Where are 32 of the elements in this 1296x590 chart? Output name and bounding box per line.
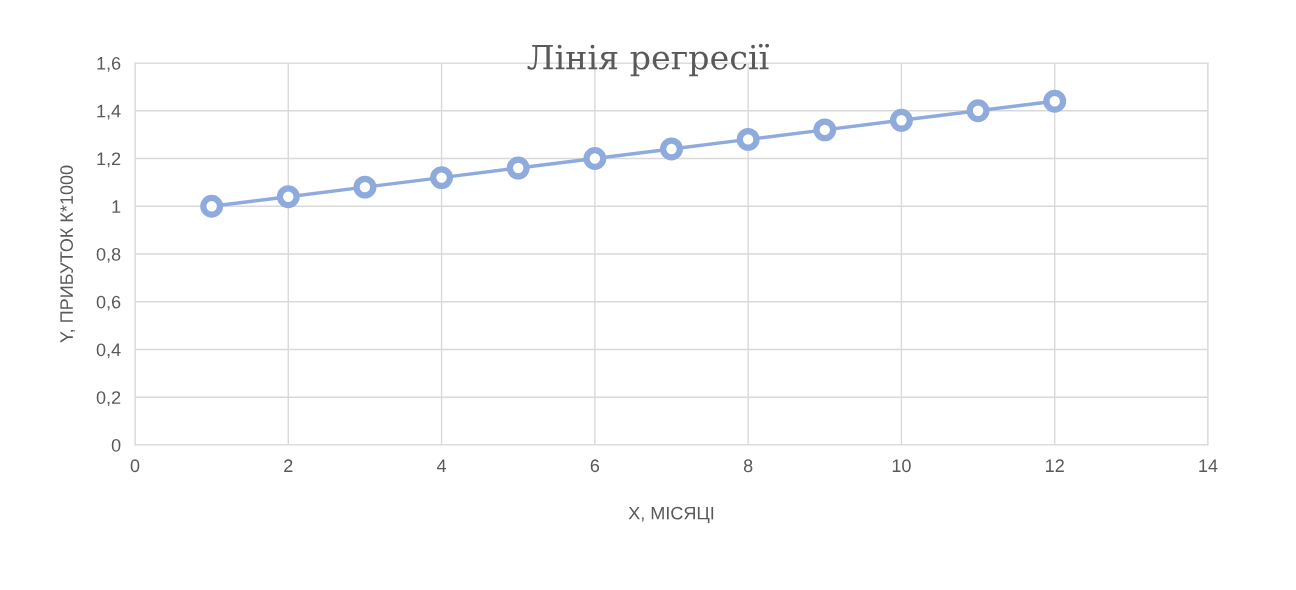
point <box>506 156 530 180</box>
x-tick-label: 10 <box>892 459 911 473</box>
point <box>813 118 837 142</box>
x-tick-label: 12 <box>1046 459 1064 472</box>
y-tick-label: 0,4 <box>96 343 121 359</box>
y-tick-label: 0,6 <box>96 295 121 311</box>
point <box>1043 89 1067 113</box>
y-tick-label: 1 <box>112 200 121 213</box>
point <box>966 99 990 123</box>
x-axis-title: X, МІСЯЦІ <box>628 506 714 523</box>
y-axis-title: Y, ПРИБУТОК К*1000 <box>60 165 76 343</box>
y-tick-label: 1,4 <box>97 104 121 120</box>
y-tick-label: 0,8 <box>96 247 121 263</box>
point <box>353 175 377 199</box>
x-tick-label: 6 <box>590 459 600 473</box>
point <box>200 194 224 218</box>
point <box>660 137 683 161</box>
chart-title: Лінія регресії <box>527 43 770 77</box>
x-tick-label: 2 <box>284 459 293 472</box>
y-tick-label: 0,2 <box>96 391 121 407</box>
x-tick-label: 14 <box>1199 459 1218 472</box>
point <box>736 127 760 151</box>
x-tick-label: 0 <box>130 459 140 473</box>
point <box>889 108 913 132</box>
point <box>276 185 300 209</box>
point <box>430 166 454 190</box>
y-tick-label: 1,2 <box>97 152 121 168</box>
y-tick-label: 0 <box>111 438 121 452</box>
x-tick-label: 4 <box>436 459 447 472</box>
y-tick-label: 1,6 <box>97 56 121 72</box>
point <box>583 147 607 170</box>
x-tick-label: 8 <box>743 459 753 473</box>
